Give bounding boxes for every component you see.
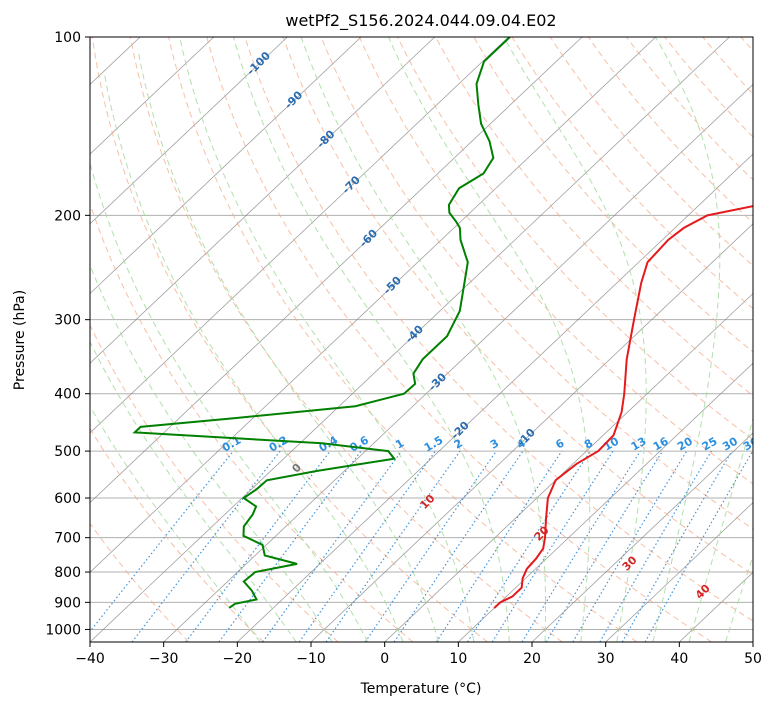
isotherm-gridline (90, 37, 215, 155)
dry-adiabat-line (511, 37, 753, 310)
mixing-ratio-line (467, 450, 591, 642)
x-tick-label: 0 (380, 651, 389, 667)
x-tick-label: −30 (149, 651, 179, 667)
mixing-ratio-line (545, 450, 663, 642)
isotherm-gridline (90, 37, 362, 295)
temperature-profile-line (493, 205, 753, 609)
mixing-ratio-line (262, 450, 403, 642)
dry-adiabat-line (244, 37, 753, 622)
mixing-ratio-line (644, 450, 753, 642)
chart-title: wetPf2_S156.2024.044.09.04.E02 (285, 11, 556, 31)
plot-area: 0.1 0.2 0.4 0.6 1 1.5 2 3 4 6 8 10 13 16 20 25 30 36-100-… (90, 37, 761, 642)
x-tick-label: 10 (449, 651, 467, 667)
x-tick-label: −40 (75, 651, 105, 667)
dry-adiabat-line (473, 37, 753, 353)
x-tick-label: −10 (296, 651, 326, 667)
moist-adiabat-line (179, 37, 475, 642)
y-tick-label: 600 (54, 491, 81, 507)
x-tick-label: 20 (523, 651, 541, 667)
dry-adiabat-line (626, 37, 753, 181)
moist-adiabat-line (387, 37, 591, 642)
x-axis-title: Temperature (°C) (360, 681, 482, 697)
y-tick-label: 700 (54, 531, 81, 547)
dry-adiabat-line (91, 37, 488, 642)
mixing-ratio-line (572, 450, 688, 642)
dry-adiabat-line (90, 323, 339, 642)
dry-adiabat-line (90, 202, 414, 642)
y-tick-label: 100 (54, 30, 81, 46)
isotherm-gridline (90, 37, 509, 434)
y-tick-label: 200 (54, 208, 81, 224)
moist-adiabat-line (688, 416, 753, 642)
mixing-ratio-line (131, 450, 281, 642)
isotherm-gridline (90, 37, 288, 225)
isotherm-gridline (531, 432, 753, 642)
dry-adiabat-line (358, 37, 753, 485)
mixing-ratio-line (621, 450, 733, 642)
moist-adiabat-line (103, 72, 404, 642)
dry-adiabat-line (282, 37, 753, 576)
y-tick-label: 900 (54, 595, 81, 611)
isotherm-gridline (90, 37, 583, 504)
moist-adiabat-line (300, 37, 547, 642)
y-axis-title: Pressure (hPa) (12, 290, 28, 390)
y-tick-label: 800 (54, 565, 81, 581)
y-tick-label: 400 (54, 387, 81, 403)
dry-adiabat-line (206, 37, 712, 642)
dry-adiabat-line (90, 522, 190, 642)
dry-adiabat-line (587, 37, 753, 224)
axes: −40 −30 −20 −10 0 10 20 30 40 50 100 200 300 400 500 60… (45, 30, 762, 667)
mixing-ratio-line (298, 450, 436, 642)
y-tick-label: 1000 (45, 622, 81, 638)
x-tick-label: −20 (223, 651, 253, 667)
plot-frame (89, 36, 754, 643)
moist-adiabat-line (725, 554, 753, 642)
isotherm-gridline (90, 37, 436, 364)
isotherm-gridline (384, 292, 753, 642)
moist-adiabat-line (137, 49, 439, 642)
mixing-ratio-label: 36 (741, 434, 761, 453)
isotherm-gridline (90, 37, 730, 642)
mixing-ratio-line (90, 450, 234, 633)
x-tick-label: 40 (670, 651, 688, 667)
mixing-ratio-line (325, 450, 461, 642)
dewpoint-profile-line (132, 37, 511, 609)
moist-adiabat-line (652, 37, 721, 642)
isotherm-gridline (458, 362, 753, 642)
isotherm-gridline (90, 37, 657, 573)
dry-adiabat-line (435, 37, 753, 397)
dry-adiabat-line (320, 37, 753, 530)
mixing-ratio-line (599, 450, 712, 642)
moist-adiabat-line (90, 263, 333, 642)
isotherm-gridline (605, 502, 753, 642)
dry-adiabat-line (129, 37, 563, 642)
mixing-ratio-line (521, 450, 641, 642)
mixing-ratio-line (491, 450, 614, 642)
isotherm-gridline (237, 153, 753, 642)
mixing-ratio-line (364, 450, 497, 642)
y-tick-label: 300 (54, 313, 81, 329)
dry-adiabat-line (397, 37, 753, 441)
isotherm-gridline (163, 83, 753, 642)
y-tick-label: 500 (54, 444, 81, 460)
x-tick-label: 50 (744, 651, 762, 667)
moist-adiabat-line (90, 161, 369, 642)
x-tick-label: 30 (597, 651, 615, 667)
